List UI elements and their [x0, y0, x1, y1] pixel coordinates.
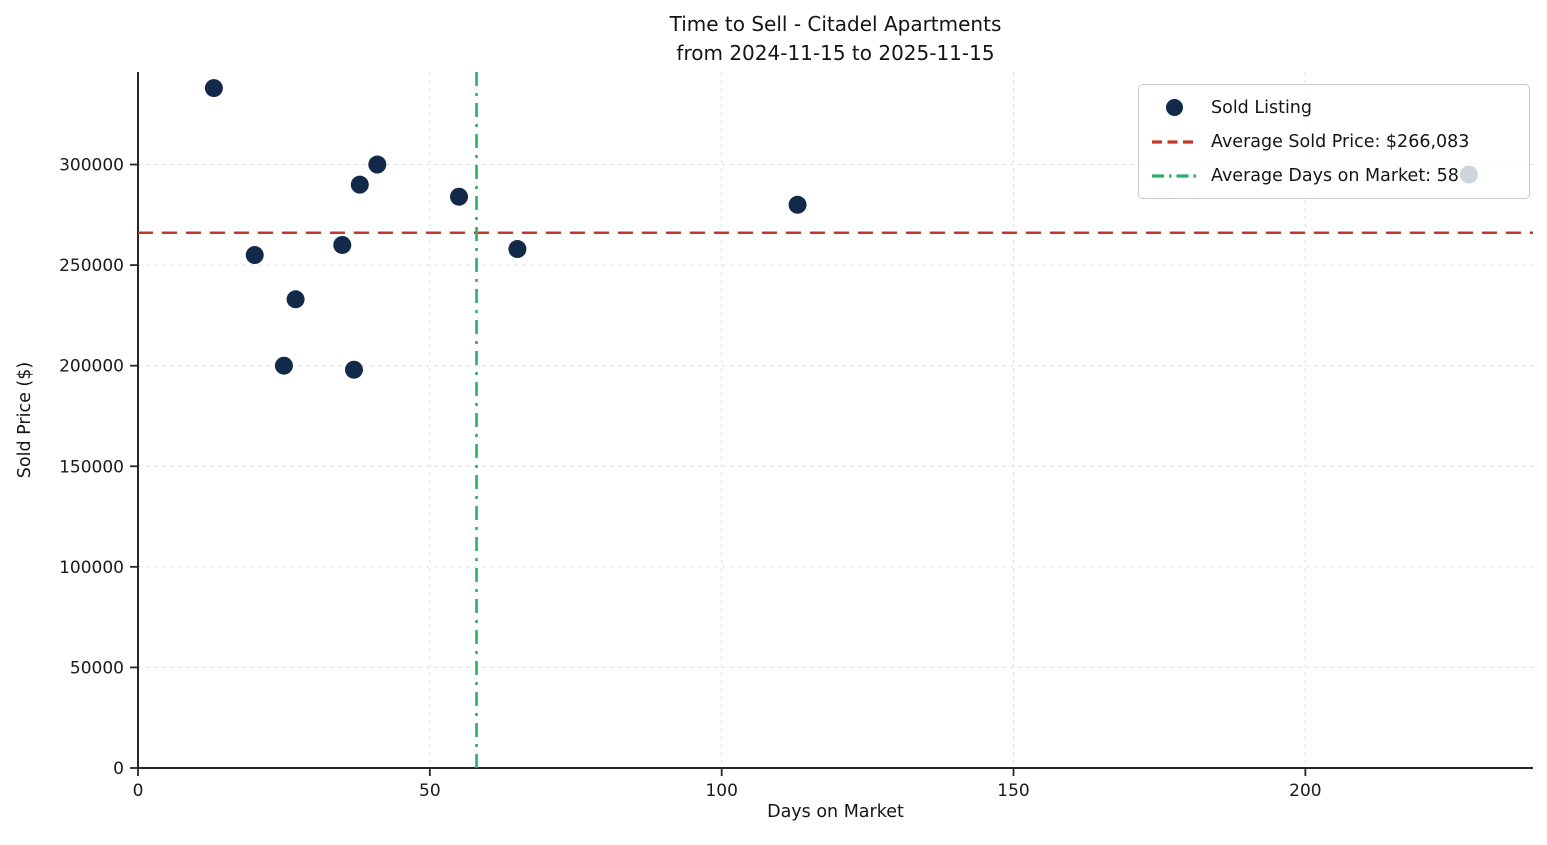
legend-item-average-sold-price: Average Sold Price: $266,083 [1151, 128, 1517, 155]
y-tick-label: 200000 [59, 357, 124, 377]
legend: Sold Listing Average Sold Price: $266,08… [1138, 84, 1530, 199]
y-tick-label: 150000 [59, 457, 124, 477]
sold-listing-point [333, 235, 352, 254]
y-tick-label: 50000 [70, 658, 124, 678]
y-tick-label: 0 [113, 759, 124, 779]
sold-listing-point [450, 187, 469, 206]
y-tick-label: 300000 [59, 156, 124, 176]
legend-marker-cell [1151, 139, 1197, 145]
sold-listing-point [508, 240, 527, 259]
sold-listing-dot-icon [1165, 99, 1183, 116]
x-tick-label: 50 [419, 781, 441, 801]
legend-label-average-days-on-market: Average Days on Market: 58 [1211, 165, 1459, 186]
dashdot-line-icon [1152, 173, 1196, 178]
legend-item-average-days-on-market: Average Days on Market: 58 [1151, 162, 1517, 189]
sold-listing-point [350, 175, 369, 194]
sold-listing-point [368, 155, 387, 174]
x-tick-label: 150 [997, 781, 1029, 801]
sold-listing-point [788, 195, 807, 214]
legend-label-average-sold-price: Average Sold Price: $266,083 [1211, 131, 1470, 152]
legend-label-sold-listing: Sold Listing [1211, 97, 1313, 118]
sold-listing-point [344, 360, 363, 379]
chart-title-line2: from 2024-11-15 to 2025-11-15 [676, 41, 995, 65]
sold-listing-point [245, 246, 264, 265]
x-axis-label: Days on Market [767, 802, 904, 822]
chart-title: Time to Sell - Citadel Apartments from 2… [138, 10, 1533, 68]
y-axis-label: Sold Price ($) [15, 361, 35, 479]
sold-listing-point [286, 290, 305, 309]
legend-item-sold-listing: Sold Listing [1151, 94, 1517, 121]
y-tick-label: 250000 [59, 256, 124, 276]
sold-listing-point [204, 79, 223, 98]
dashed-line-icon [1152, 139, 1196, 144]
legend-marker-cell [1151, 99, 1197, 116]
sold-listing-point [274, 356, 293, 375]
x-tick-label: 200 [1289, 781, 1321, 801]
x-tick-label: 100 [705, 781, 737, 801]
y-tick-label: 100000 [59, 558, 124, 578]
legend-marker-cell [1151, 173, 1197, 179]
x-tick-label: 0 [133, 781, 144, 801]
chart-title-line1: Time to Sell - Citadel Apartments [669, 12, 1002, 36]
